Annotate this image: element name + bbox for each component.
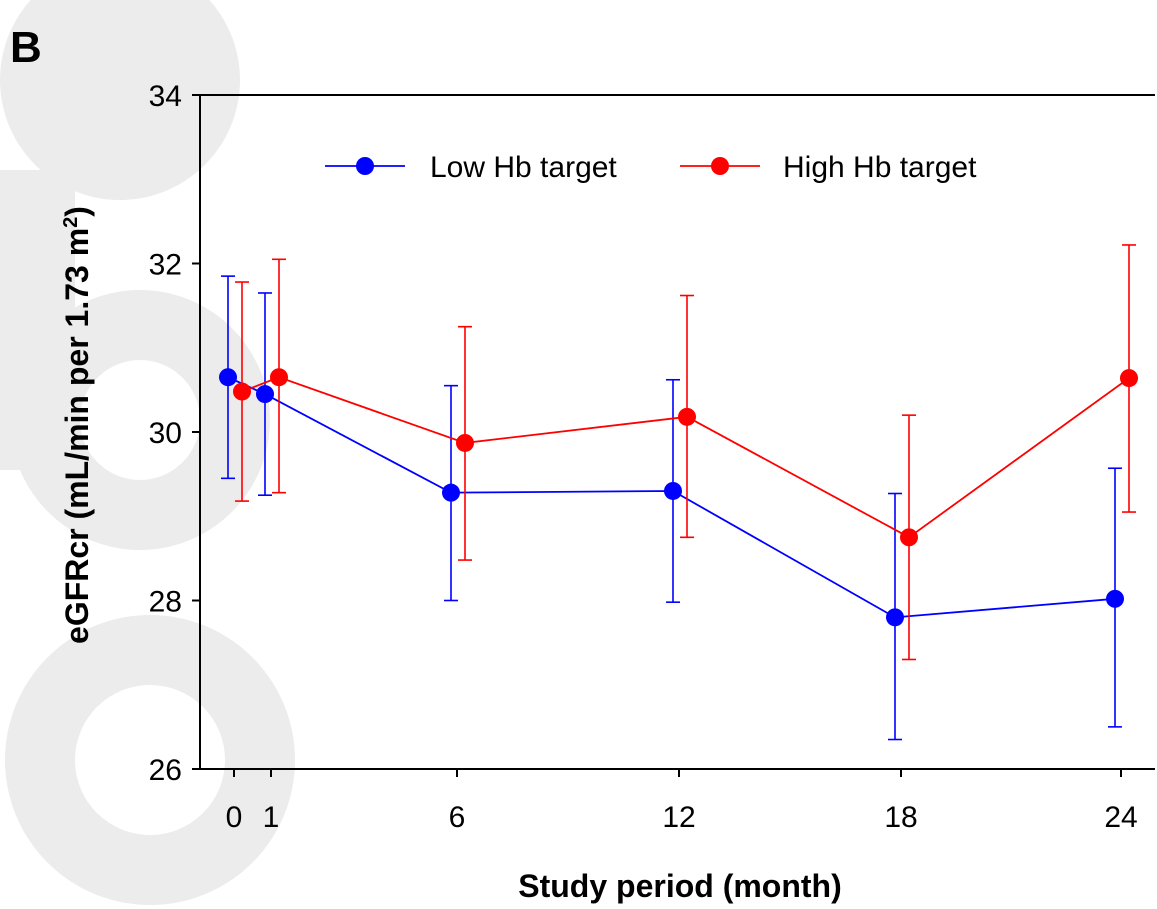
legend-label: High Hb target (783, 151, 977, 184)
x-axis-title: Study period (month) (518, 868, 842, 904)
x-tick-label: 0 (226, 801, 243, 834)
y-axis-title: eGFRcr (mL/min per 1.73 m2) (59, 206, 95, 644)
x-tick-label: 6 (449, 801, 466, 834)
series-line (241, 376, 1130, 539)
data-point (664, 481, 682, 500)
legend-marker (711, 157, 729, 175)
panel-label: B (10, 23, 42, 72)
data-point (900, 528, 918, 547)
y-axis-ticks: 26 28 30 32 34 (149, 80, 200, 787)
y-axis-title-superscript: 2 (60, 217, 82, 228)
legend: Low Hb target High Hb target (325, 151, 977, 184)
data-point (256, 385, 274, 404)
data-point (456, 433, 474, 452)
series-layer (219, 244, 1138, 741)
x-tick-label: 18 (884, 801, 917, 834)
y-tick-label: 28 (149, 586, 182, 619)
x-tick-label: 24 (1104, 801, 1137, 834)
y-axis-title-suffix: ) (59, 206, 95, 217)
legend-marker (356, 157, 374, 175)
y-tick-label: 32 (149, 249, 182, 282)
x-axis-ticks: 0 1 6 12 18 24 (226, 769, 1138, 834)
watermark (0, 0, 295, 905)
data-point (270, 368, 288, 387)
data-point (233, 382, 251, 401)
y-axis-title-main: eGFRcr (mL/min per 1.73 m (59, 228, 95, 644)
data-point (1106, 589, 1124, 608)
data-point (678, 407, 696, 426)
x-tick-label: 1 (263, 801, 280, 834)
data-point (442, 483, 460, 502)
x-tick-label: 12 (662, 801, 695, 834)
data-point (219, 368, 237, 387)
series-high-hb (233, 244, 1138, 661)
data-point (1120, 369, 1138, 388)
y-tick-label: 34 (149, 80, 182, 113)
series-low-hb (219, 275, 1124, 741)
legend-label: Low Hb target (430, 151, 617, 184)
y-tick-label: 26 (149, 754, 182, 787)
y-tick-label: 30 (149, 417, 182, 450)
data-point (886, 608, 904, 627)
axes (199, 94, 1155, 770)
